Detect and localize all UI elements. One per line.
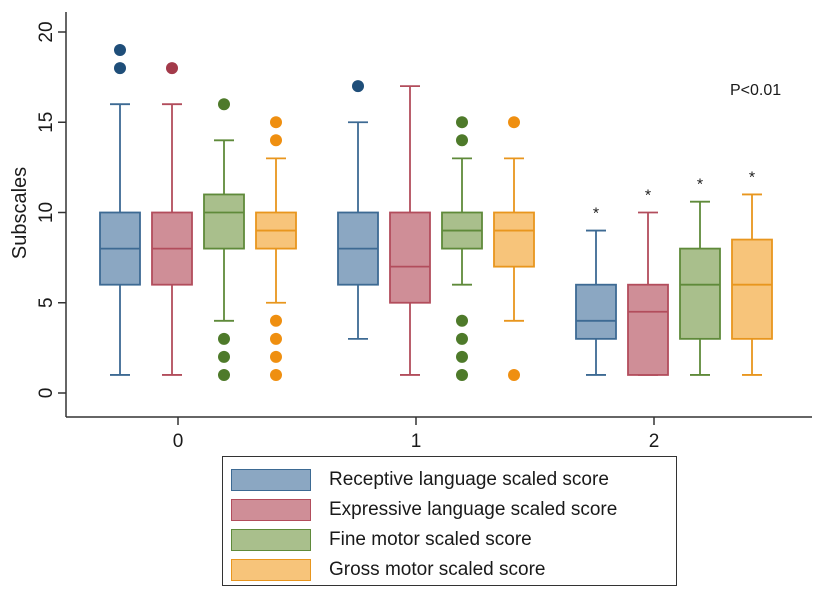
box-iqr bbox=[389, 211, 431, 304]
legend-item-fine-motor: Fine motor scaled score bbox=[231, 525, 676, 555]
y-tick-label: 5 bbox=[36, 297, 57, 308]
outlier-point bbox=[218, 350, 230, 363]
outlier-point bbox=[218, 332, 230, 345]
y-tick-label: 20 bbox=[36, 21, 57, 42]
legend-label-expressive: Expressive language scaled score bbox=[329, 499, 618, 520]
legend: Receptive language scaled score Expressi… bbox=[222, 456, 677, 586]
x-tick-label: 2 bbox=[649, 431, 660, 452]
significance-marker: * bbox=[697, 177, 703, 194]
outlier-point bbox=[456, 116, 468, 129]
outlier-point bbox=[270, 332, 282, 345]
outlier-point bbox=[218, 368, 230, 381]
y-axis-title: Subscales bbox=[9, 167, 31, 259]
box-iqr bbox=[627, 283, 669, 376]
legend-swatch-receptive bbox=[231, 469, 311, 491]
outlier-point bbox=[508, 368, 520, 381]
significance-marker: * bbox=[749, 169, 755, 186]
box-iqr bbox=[575, 283, 617, 340]
plot-area: 0 5 10 15 20 0 1 2 * * * * bbox=[36, 12, 812, 452]
p-value-annotation: P<0.01 bbox=[730, 82, 781, 99]
outlier-point bbox=[270, 116, 282, 129]
legend-label-gross-motor: Gross motor scaled score bbox=[329, 559, 546, 580]
legend-item-expressive: Expressive language scaled score bbox=[231, 495, 676, 525]
outlier-point bbox=[456, 314, 468, 327]
outlier-point bbox=[114, 62, 126, 75]
outlier-point bbox=[114, 44, 126, 57]
outlier-point bbox=[270, 368, 282, 381]
legend-swatch-gross-motor bbox=[231, 559, 311, 581]
x-tick-label: 0 bbox=[173, 431, 184, 452]
outlier-point bbox=[270, 314, 282, 327]
outlier-point bbox=[456, 134, 468, 147]
box-iqr bbox=[493, 211, 535, 268]
legend-swatch-expressive bbox=[231, 499, 311, 521]
legend-label-fine-motor: Fine motor scaled score bbox=[329, 529, 532, 550]
legend-item-gross-motor: Gross motor scaled score bbox=[231, 555, 676, 585]
outlier-point bbox=[456, 332, 468, 345]
x-tick-label: 1 bbox=[411, 431, 422, 452]
outlier-point bbox=[270, 350, 282, 363]
y-tick-label: 10 bbox=[36, 202, 57, 223]
legend-label-receptive: Receptive language scaled score bbox=[329, 469, 609, 490]
outlier-point bbox=[456, 368, 468, 381]
outlier-point bbox=[166, 62, 178, 75]
box-iqr bbox=[679, 247, 721, 340]
significance-marker: * bbox=[593, 206, 599, 223]
outlier-point bbox=[352, 80, 364, 93]
y-tick-label: 15 bbox=[36, 112, 57, 133]
outlier-point bbox=[270, 134, 282, 147]
legend-item-receptive: Receptive language scaled score bbox=[231, 465, 676, 495]
outlier-point bbox=[508, 116, 520, 129]
y-tick-label: 0 bbox=[36, 388, 57, 399]
legend-swatch-fine-motor bbox=[231, 529, 311, 551]
box-iqr bbox=[731, 238, 773, 340]
significance-marker: * bbox=[645, 188, 651, 205]
box-iqr bbox=[203, 193, 245, 250]
outlier-point bbox=[456, 350, 468, 363]
outlier-point bbox=[218, 98, 230, 111]
